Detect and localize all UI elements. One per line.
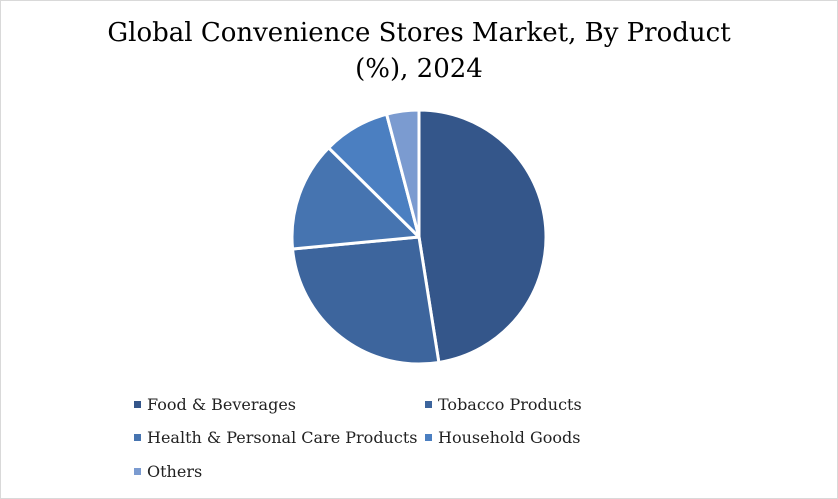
legend-label-others: Others [147,462,203,481]
legend-label-health-personal-care: Health & Personal Care Products [147,428,418,447]
legend-label-household-goods: Household Goods [438,428,581,447]
legend-swatch-health-personal-care [134,434,141,441]
legend-swatch-food-beverages [134,401,141,408]
pie-slices [290,108,548,366]
chart-subtitle: (%), 2024 [355,54,483,84]
legend-swatch-household-goods [425,434,432,441]
pie-slice-others [385,108,421,239]
legend-label-tobacco-products: Tobacco Products [438,395,582,414]
legend-item-others: Others [134,462,202,481]
pie-slice-tobacco-products [291,235,441,366]
legend-item-health-personal-care: Health & Personal Care Products [134,428,417,447]
legend-swatch-tobacco-products [425,401,432,408]
legend-label-food-beverages: Food & Beverages [147,395,296,414]
legend-item-tobacco-products: Tobacco Products [425,395,582,414]
pie-slice-health-personal-care-products [290,146,421,251]
chart-title: Global Convenience Stores Market, By Pro… [107,18,731,48]
legend-item-food-beverages: Food & Beverages [134,395,296,414]
legend-item-household-goods: Household Goods [425,428,580,447]
pie-slice-food-beverages [417,108,548,364]
legend-swatch-others [134,468,141,475]
